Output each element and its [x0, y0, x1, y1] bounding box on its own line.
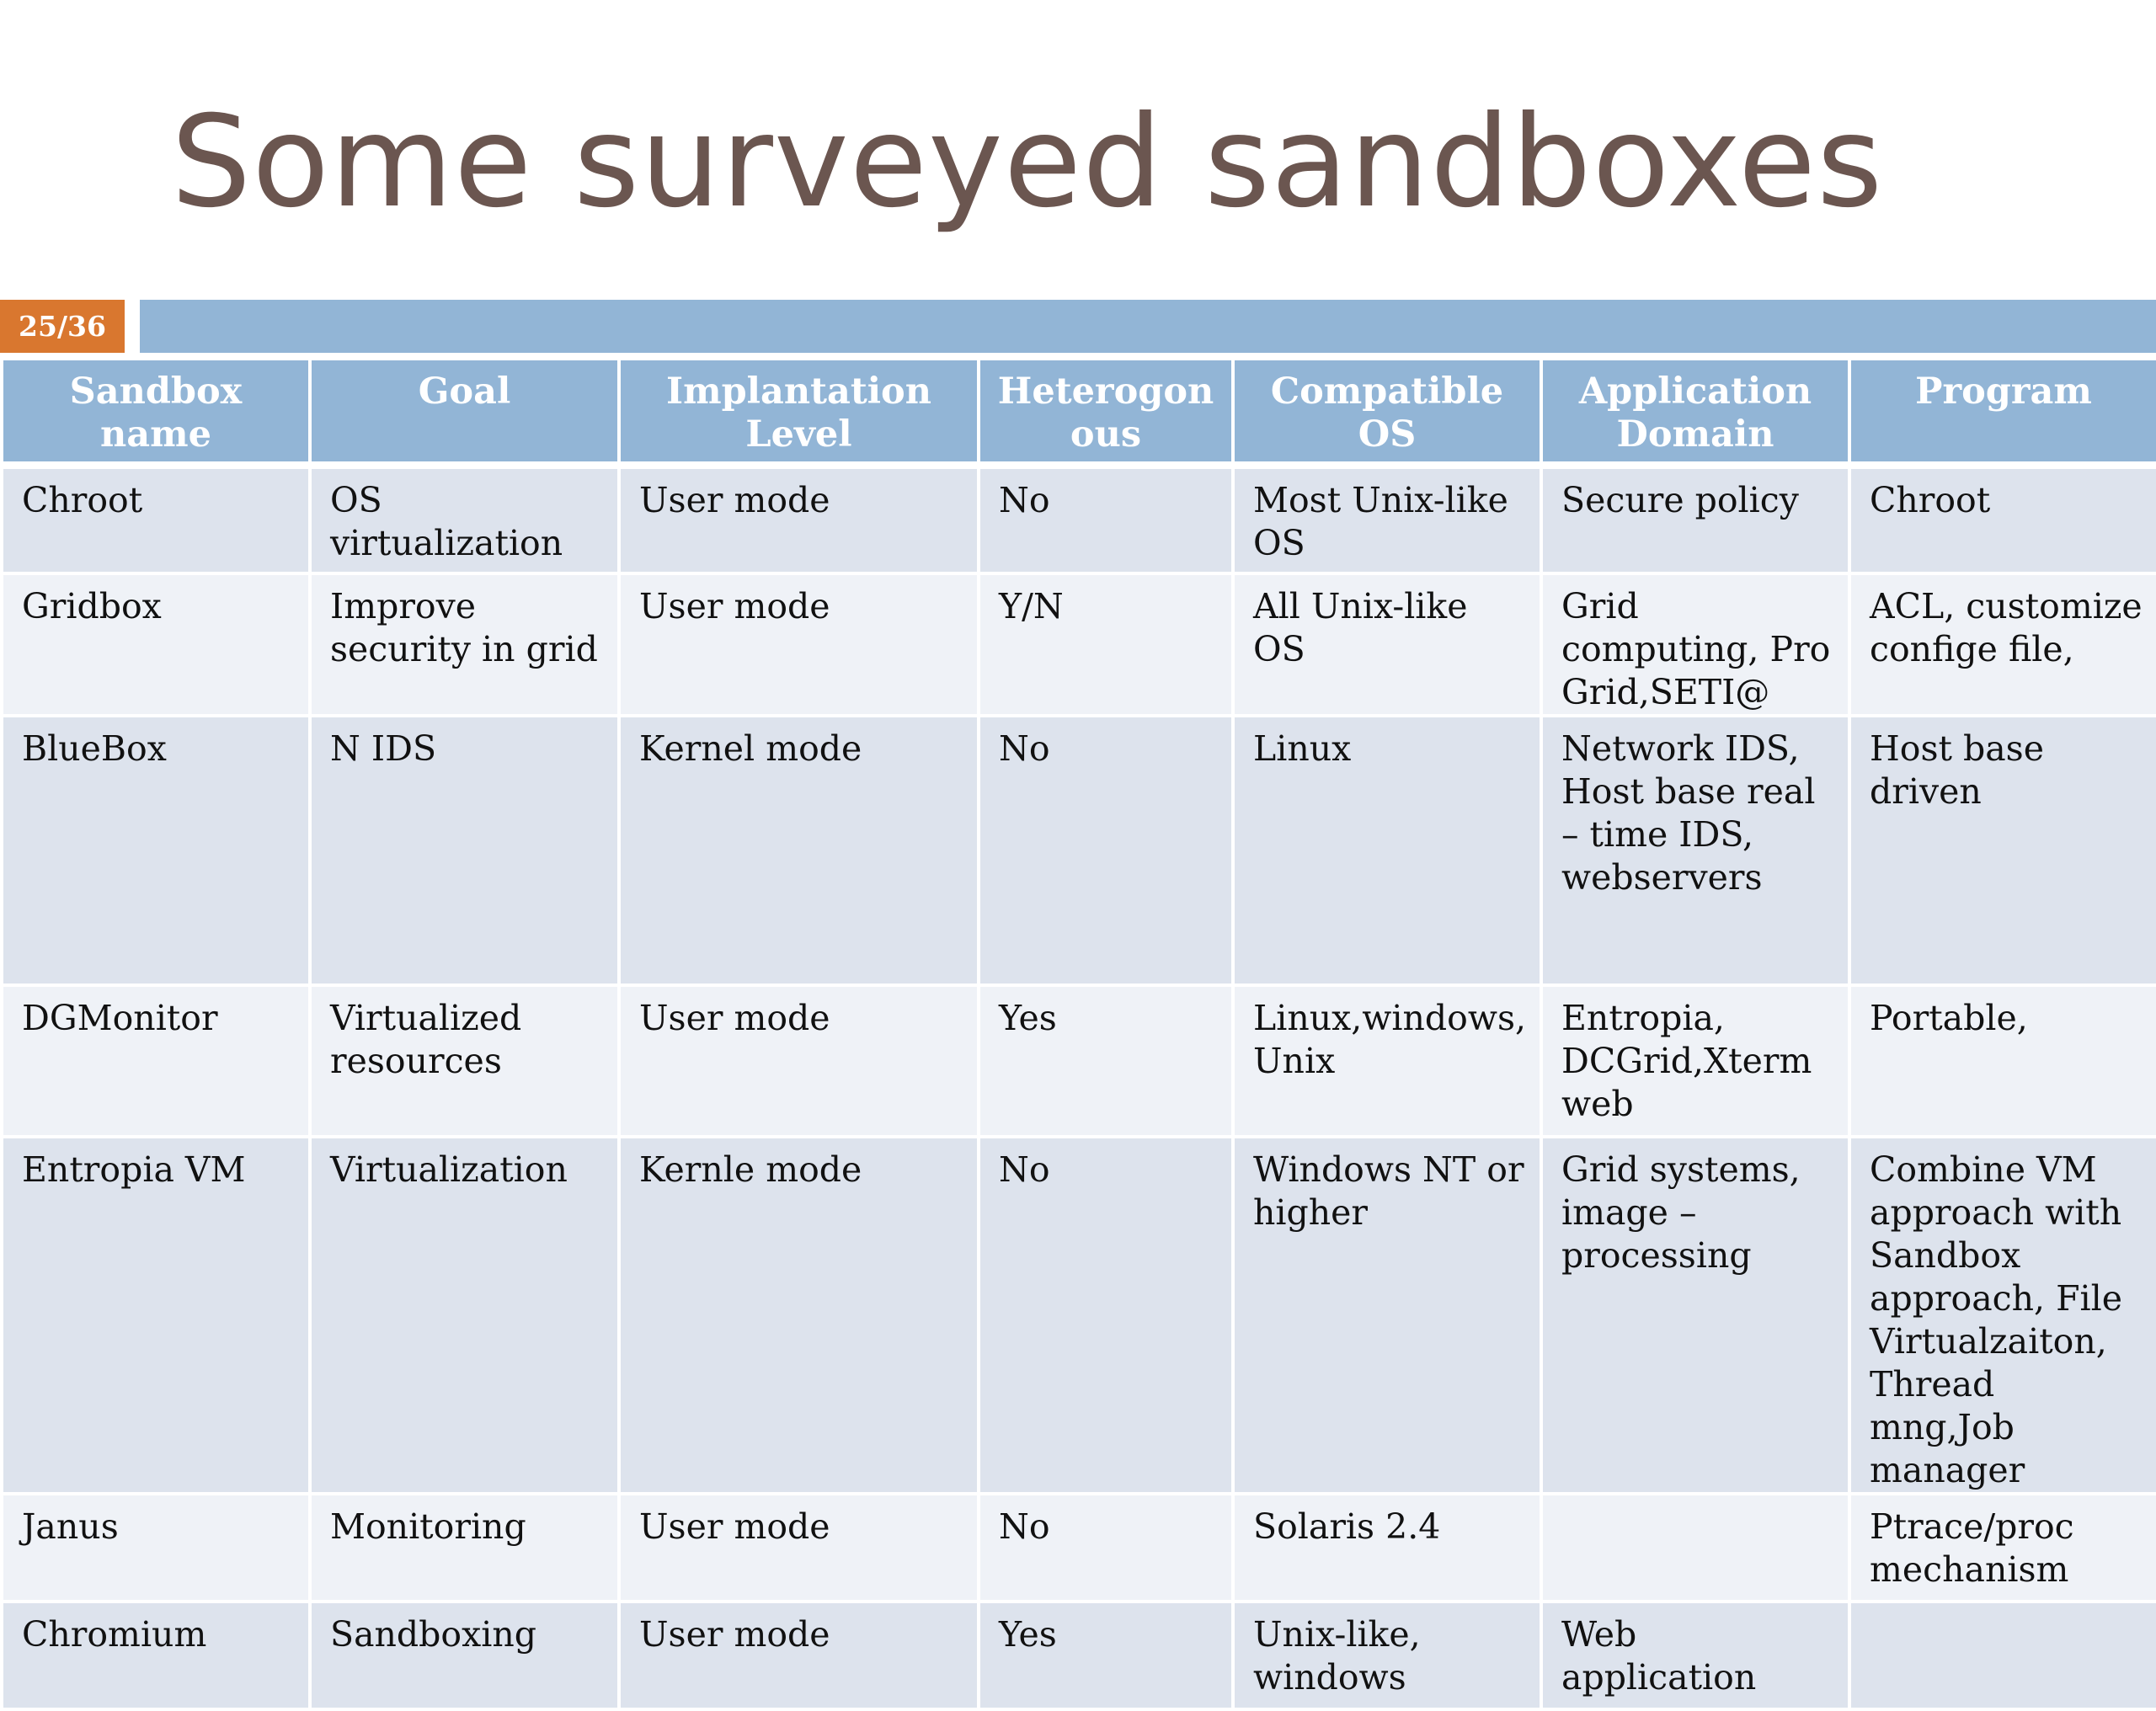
table-row: Janus Monitoring User mode No Solaris 2.… — [0, 1491, 2156, 1603]
page-number-badge: 25/36 — [0, 300, 125, 353]
cell-heterogeneous: Yes — [977, 1599, 1235, 1711]
cell-compatible-os: Linux — [1231, 713, 1543, 987]
cell-sandbox-name: Chroot — [0, 463, 312, 575]
cell-heterogeneous: No — [977, 1134, 1235, 1495]
cell-application-domain: Web application — [1540, 1599, 1851, 1711]
table-row: BlueBox N IDS Kernel mode No Linux Netwo… — [0, 713, 2156, 987]
cell-compatible-os: Most Unix-like OS — [1231, 463, 1543, 575]
table-row: Entropia VM Virtualization Kernle mode N… — [0, 1134, 2156, 1495]
cell-sandbox-name: Janus — [0, 1491, 312, 1603]
cell-compatible-os: Solaris 2.4 — [1231, 1491, 1543, 1603]
cell-application-domain — [1540, 1491, 1851, 1603]
cell-implantation-level: User mode — [617, 1491, 980, 1603]
cell-heterogeneous: Yes — [977, 983, 1235, 1138]
cell-program: Combine VM approach with Sandbox approac… — [1848, 1134, 2156, 1495]
column-header-application-domain: Application Domain — [1540, 357, 1851, 469]
column-header-implantation-level: Implantation Level — [617, 357, 980, 469]
cell-application-domain: Secure policy — [1540, 463, 1851, 575]
cell-implantation-level: Kernel mode — [617, 713, 980, 987]
cell-sandbox-name: DGMonitor — [0, 983, 312, 1138]
cell-sandbox-name: Chromium — [0, 1599, 312, 1711]
cell-goal: Monitoring — [308, 1491, 621, 1603]
cell-heterogeneous: No — [977, 713, 1235, 987]
cell-goal: Virtualization — [308, 1134, 621, 1495]
cell-sandbox-name: Gridbox — [0, 571, 312, 717]
cell-sandbox-name: Entropia VM — [0, 1134, 312, 1495]
cell-sandbox-name: BlueBox — [0, 713, 312, 987]
table-row: DGMonitor Virtualized resources User mod… — [0, 983, 2156, 1138]
cell-compatible-os: Windows NT or higher — [1231, 1134, 1543, 1495]
cell-implantation-level: User mode — [617, 983, 980, 1138]
table-header-row: Sandbox name Goal Implantation Level Het… — [0, 357, 2156, 469]
cell-heterogeneous: No — [977, 463, 1235, 575]
cell-application-domain: Grid computing, Pro Grid,SETI@ — [1540, 571, 1851, 717]
column-header-compatible-os: Compatible OS — [1231, 357, 1543, 469]
cell-implantation-level: User mode — [617, 1599, 980, 1711]
cell-heterogeneous: No — [977, 1491, 1235, 1603]
cell-goal: Improve security in grid — [308, 571, 621, 717]
cell-application-domain: Network IDS, Host base real – time IDS, … — [1540, 713, 1851, 987]
cell-goal: Sandboxing — [308, 1599, 621, 1711]
table-row: Chromium Sandboxing User mode Yes Unix-l… — [0, 1599, 2156, 1711]
cell-application-domain: Entropia, DCGrid,Xterm web — [1540, 983, 1851, 1138]
slide-title: Some surveyed sandboxes — [171, 89, 1884, 236]
cell-compatible-os: Linux,windows, Unix — [1231, 983, 1543, 1138]
table-row: Gridbox Improve security in grid User mo… — [0, 571, 2156, 717]
cell-application-domain: Grid systems, image – processing — [1540, 1134, 1851, 1495]
cell-program — [1848, 1599, 2156, 1711]
cell-compatible-os: Unix-like, windows — [1231, 1599, 1543, 1711]
cell-implantation-level: User mode — [617, 571, 980, 717]
column-header-program: Program — [1848, 357, 2156, 469]
header-accent-bar — [140, 300, 2156, 353]
sandbox-table: Sandbox name Goal Implantation Level Het… — [0, 357, 2156, 1711]
column-header-sandbox-name: Sandbox name — [0, 357, 312, 469]
column-header-goal: Goal — [308, 357, 621, 469]
cell-program: Ptrace/proc mechanism — [1848, 1491, 2156, 1603]
column-header-heterogeneous: Heterogon ous — [977, 357, 1235, 469]
cell-program: Chroot — [1848, 463, 2156, 575]
cell-program: ACL, customize confige file, — [1848, 571, 2156, 717]
cell-goal: N IDS — [308, 713, 621, 987]
cell-heterogeneous: Y/N — [977, 571, 1235, 717]
cell-goal: Virtualized resources — [308, 983, 621, 1138]
cell-implantation-level: Kernle mode — [617, 1134, 980, 1495]
cell-program: Portable, — [1848, 983, 2156, 1138]
cell-program: Host base driven — [1848, 713, 2156, 987]
cell-goal: OS virtualization — [308, 463, 621, 575]
table-row: Chroot OS virtualization User mode No Mo… — [0, 463, 2156, 575]
cell-implantation-level: User mode — [617, 463, 980, 575]
cell-compatible-os: All Unix-like OS — [1231, 571, 1543, 717]
